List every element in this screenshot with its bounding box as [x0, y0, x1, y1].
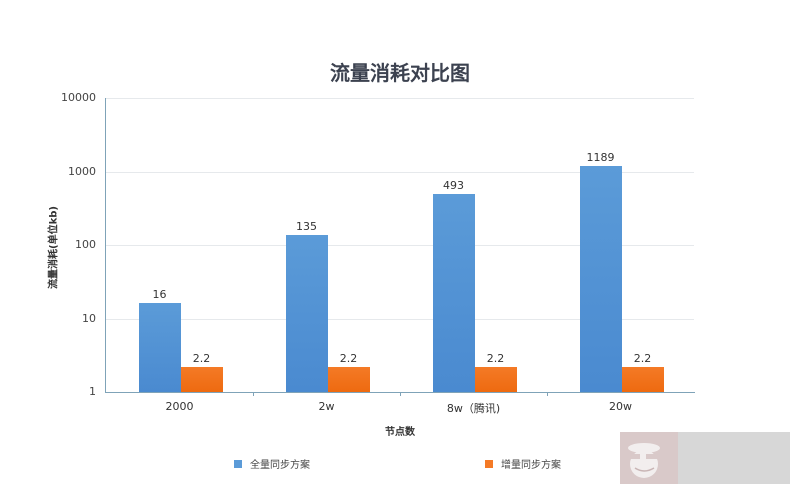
legend-label: 增量同步方案 [501, 460, 561, 471]
gridline [106, 171, 694, 173]
bar-full-sync [138, 303, 181, 392]
y-tick-label: 10 [82, 311, 96, 325]
gridline [106, 98, 694, 99]
legend-item-incremental: 增量同步方案 [485, 456, 561, 471]
x-tick-label: 20w [609, 400, 632, 413]
x-tick-label: 2000 [165, 400, 194, 413]
legend-label: 全量同步方案 [250, 460, 310, 471]
bar-full-sync [432, 194, 475, 392]
y-tick-label: 1000 [68, 164, 96, 178]
bar-full-sync [579, 165, 622, 392]
y-tick-label: 100 [75, 238, 96, 251]
legend-swatch-blue-icon [234, 459, 242, 468]
x-axis-title: 节点数 [385, 427, 415, 438]
bar-full-sync [285, 235, 328, 392]
x-tick-label: 2w [318, 400, 335, 413]
bar-incremental-sync [327, 366, 370, 392]
bar-value-label: 2.2 [486, 351, 505, 365]
bar-value-label: 1189 [586, 150, 615, 164]
monkey-face-icon [620, 432, 678, 484]
watermark-logo [620, 432, 790, 484]
chart-title: 流量消耗对比图 [330, 61, 470, 85]
bar-value-label: 16 [152, 288, 167, 302]
bar-incremental-sync [180, 366, 223, 392]
y-tick-label: 1 [89, 385, 96, 398]
bar-incremental-sync [621, 366, 664, 392]
gridline [106, 318, 694, 320]
bar-value-label: 2.2 [633, 351, 652, 365]
y-axis-line [105, 98, 106, 393]
bar-value-label: 2.2 [192, 351, 211, 365]
bar-value-label: 135 [296, 220, 317, 234]
x-tick-label: 8w（腾讯) [446, 402, 501, 415]
x-tick-mark [547, 392, 548, 396]
bar-incremental-sync [474, 366, 517, 392]
x-tick-mark [400, 392, 401, 396]
bar-value-label: 2.2 [339, 351, 358, 365]
y-tick-label: 10000 [61, 91, 96, 104]
legend-swatch-orange-icon [485, 459, 493, 468]
x-tick-mark [253, 392, 254, 396]
gridline [106, 245, 694, 246]
legend-item-full: 全量同步方案 [234, 456, 310, 471]
bar-value-label: 493 [443, 179, 464, 193]
